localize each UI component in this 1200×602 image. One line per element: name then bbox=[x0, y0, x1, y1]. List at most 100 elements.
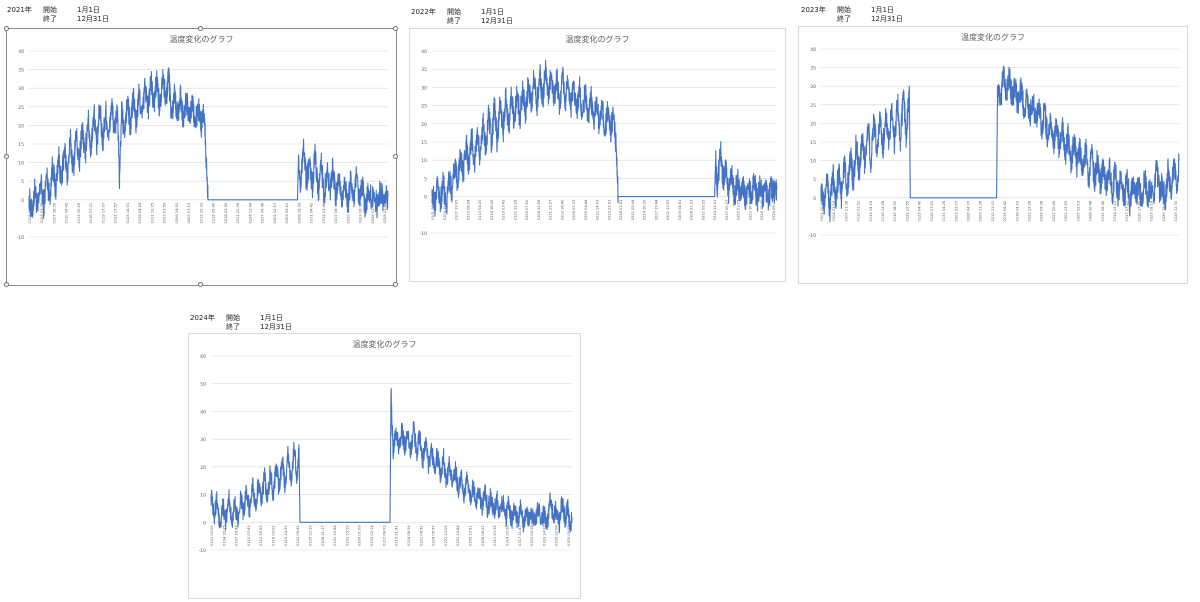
x-tick-label: 0212 08:02 bbox=[382, 525, 386, 546]
chart-2024[interactable]: 温度変化のグラフ -10 0 10 20 30 40 50 60 0101 00:00 0104 1… bbox=[188, 333, 581, 599]
x-tick-label: 0317 11:43 bbox=[518, 525, 522, 546]
chart-2021[interactable]: 温度変化のグラフ -10 0 5 10 15 20 25 30 35 40 0101 00:00 010… bbox=[6, 28, 397, 286]
year-label: 2021年 bbox=[7, 6, 32, 14]
y-tick-label: 15 bbox=[810, 140, 816, 146]
x-tick-label: 0125 14:01 bbox=[126, 203, 130, 224]
chart-title: 温度変化のグラフ bbox=[170, 34, 234, 44]
x-tick-label: 0317 17:27 bbox=[1125, 201, 1129, 222]
x-tick-label: 0128 12:06 bbox=[537, 199, 541, 220]
resize-handle-bottom-left[interactable] bbox=[4, 282, 9, 287]
x-tick-label: 0323 18:18 bbox=[1150, 200, 1154, 221]
x-tick-label: 0209 04:44 bbox=[584, 199, 588, 220]
end-date: 12月31日 bbox=[481, 17, 513, 25]
x-tick-label: 0227 04:46 bbox=[261, 202, 265, 223]
x-tick-label: 0209 07:10 bbox=[187, 202, 191, 223]
chart-title: 温度変化のグラフ bbox=[353, 339, 417, 349]
x-tick-label: 0215 06:42 bbox=[1003, 201, 1007, 222]
resize-handle-top-center[interactable] bbox=[198, 26, 203, 31]
x-tick-label: 0218 01:51 bbox=[619, 200, 623, 221]
end-label: 終了 bbox=[43, 15, 57, 23]
x-tick-label: 0221 05:08 bbox=[631, 199, 635, 220]
x-tick-label: 0131 10:54 bbox=[333, 525, 337, 546]
start-date: 1月1日 bbox=[871, 6, 894, 14]
chart-title: 温度変化のグラフ bbox=[566, 34, 630, 44]
start-label: 開始 bbox=[837, 6, 851, 14]
chart-2023-svg: 温度変化のグラフ -10 0 5 10 15 20 25 30 35 40 0101 00:00 010… bbox=[809, 32, 1180, 239]
y-tick-label: -10 bbox=[809, 233, 816, 239]
y-tick-label: 35 bbox=[18, 68, 24, 74]
x-tick-label: 0101 00:00 bbox=[820, 200, 824, 221]
x-tick-label: 0119 14:39 bbox=[284, 525, 288, 546]
x-tick-label: 0311 04:42 bbox=[310, 203, 314, 224]
y-tick-label: -10 bbox=[17, 235, 24, 241]
resize-handle-middle-right[interactable] bbox=[393, 154, 398, 159]
x-tick-label: 0314 12:31 bbox=[713, 200, 717, 221]
x-tick-label: 0119 03:42 bbox=[502, 200, 506, 221]
y-tick-label: 50 bbox=[200, 382, 206, 388]
x-tick-label: 0305 04:51 bbox=[678, 200, 682, 221]
chart-header-2023: 2023年 開始 1月1日 終了 12月31日 bbox=[801, 6, 903, 24]
x-tick-label: 0116 12:28 bbox=[881, 200, 885, 221]
x-tick-label: 0104 21:15 bbox=[832, 201, 836, 222]
end-date: 12月31日 bbox=[77, 15, 109, 23]
x-tick-label: 0221 12:26 bbox=[1028, 200, 1032, 221]
x-tick-label: 0113 00:29 bbox=[77, 202, 81, 223]
x-tick-label: 0203 18:40 bbox=[560, 199, 564, 220]
y-tick-label: 0 bbox=[424, 195, 427, 201]
y-tick-label: 10 bbox=[200, 493, 206, 499]
x-tick-label: 0128 21:17 bbox=[321, 525, 325, 546]
end-date: 12月31日 bbox=[871, 15, 903, 23]
x-tick-label: 0218 14:03 bbox=[1015, 201, 1019, 222]
x-tick-label: 0218 23:50 bbox=[224, 202, 228, 223]
x-tick-label: 0110 08:45 bbox=[65, 203, 69, 224]
x-tick-label: 0227 23:05 bbox=[444, 525, 448, 546]
x-tick-label: 0116 07:21 bbox=[89, 203, 93, 224]
y-tick-label: 10 bbox=[810, 159, 816, 165]
y-tick-label: -10 bbox=[420, 231, 427, 237]
resize-handle-top-left[interactable] bbox=[4, 26, 9, 31]
y-tick-label: 25 bbox=[421, 104, 427, 110]
x-tick-label: 0101 00:00 bbox=[431, 199, 435, 220]
year-label: 2023年 bbox=[801, 6, 826, 14]
x-tick-label: 0104 03:36 bbox=[40, 202, 44, 223]
x-tick-label: 0221 04:52 bbox=[419, 525, 423, 546]
x-tick-label: 0116 18:36 bbox=[490, 199, 494, 220]
x-tick-label: 0224 06:57 bbox=[432, 525, 436, 546]
x-tick-label: 0224 12:44 bbox=[248, 202, 252, 223]
x-tick-label: 0110 07:43 bbox=[247, 525, 251, 546]
chart-2023[interactable]: 温度変化のグラフ -10 0 5 10 15 20 25 30 35 40 0101 00:00 010… bbox=[798, 26, 1188, 284]
y-tick-label: 30 bbox=[200, 437, 206, 443]
x-tick-label: 0311 23:35 bbox=[493, 525, 497, 546]
x-tick-label: 0308 08:22 bbox=[481, 525, 485, 546]
x-tick-label: 0131 19:25 bbox=[150, 203, 154, 224]
start-label: 開始 bbox=[447, 8, 461, 16]
x-tick-label: 0320 03:15 bbox=[737, 200, 741, 221]
x-tick-label: 0308 16:09 bbox=[297, 202, 301, 223]
chart-2022[interactable]: 温度変化のグラフ -10 0 5 10 15 20 25 30 35 40 0101 00:00 010… bbox=[409, 28, 786, 282]
y-tick-label: 0 bbox=[813, 196, 816, 202]
x-tick-label: 0113 15:23 bbox=[869, 201, 873, 222]
x-tick-label: 0314 20:36 bbox=[505, 525, 509, 546]
x-tick-label: 0203 01:59 bbox=[163, 202, 167, 223]
x-tick-label: 0218 08:34 bbox=[407, 525, 411, 546]
y-tick-label: 20 bbox=[421, 122, 427, 128]
resize-handle-bottom-right[interactable] bbox=[393, 282, 398, 287]
temperature-series-line bbox=[431, 59, 778, 217]
y-tick-label: 40 bbox=[810, 47, 816, 53]
x-tick-label: 0320 09:18 bbox=[530, 525, 534, 546]
x-tick-label: 0107 21:38 bbox=[844, 200, 848, 221]
temperature-series-line bbox=[820, 65, 1180, 223]
x-tick-label: 0203 22:27 bbox=[954, 201, 958, 222]
resize-handle-top-right[interactable] bbox=[393, 26, 398, 31]
year-label: 2024年 bbox=[190, 314, 215, 322]
x-tick-label: 0326 22:08 bbox=[555, 525, 559, 546]
resize-handle-bottom-center[interactable] bbox=[198, 282, 203, 287]
x-tick-label: 0104 16:35 bbox=[222, 525, 226, 546]
x-tick-label: 0209 02:14 bbox=[370, 525, 374, 546]
resize-handle-middle-left[interactable] bbox=[4, 154, 9, 159]
x-tick-label: 0107 16:47 bbox=[235, 525, 239, 546]
x-tick-label: 0221 22:36 bbox=[236, 202, 240, 223]
y-tick-label: 20 bbox=[18, 123, 24, 129]
x-tick-label: 0212 21:01 bbox=[991, 201, 995, 222]
